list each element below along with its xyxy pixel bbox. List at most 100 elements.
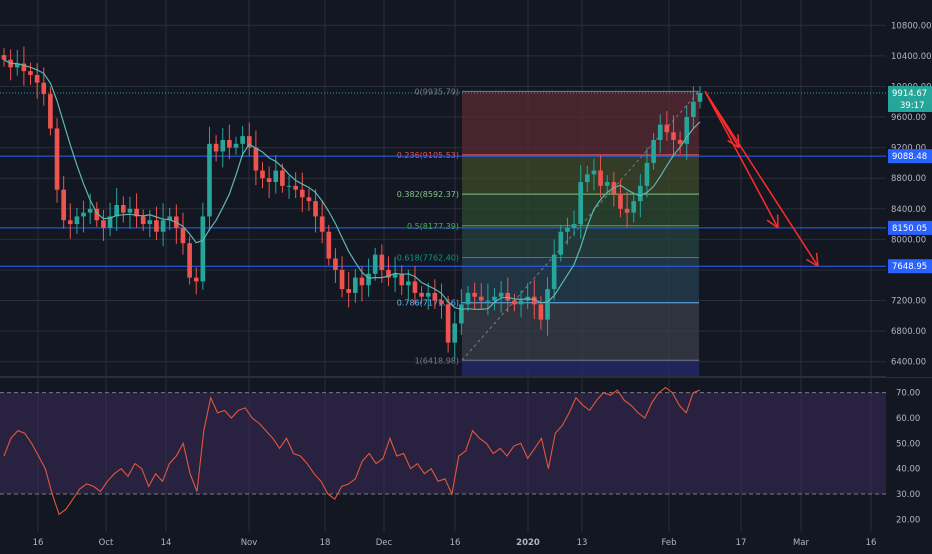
candle-body: [293, 186, 298, 190]
fib-zone: [462, 91, 699, 154]
candle-body: [499, 293, 504, 297]
candle-body: [2, 55, 7, 60]
time-tick-label: 16: [866, 538, 877, 548]
candle-body: [28, 71, 33, 75]
price-tick-label: 8000.00: [891, 235, 926, 245]
candle-body: [48, 94, 53, 128]
candle-body: [691, 102, 696, 117]
candle-body: [194, 278, 199, 282]
candle-body: [373, 255, 378, 274]
time-tick-label: 16: [450, 538, 461, 548]
fib-zone: [462, 258, 699, 303]
candle-body: [605, 182, 610, 186]
candle-body: [141, 216, 146, 224]
candle-body: [300, 190, 305, 198]
candle-body: [207, 144, 212, 217]
candle-body: [459, 304, 464, 323]
candle-body: [121, 205, 126, 213]
time-tick-label: Oct: [99, 538, 114, 548]
candle-body: [346, 289, 351, 293]
price-tick-label: 10400.00: [891, 52, 932, 62]
candle-body: [61, 190, 66, 221]
fib-level-label: 1(6418.98): [415, 356, 459, 365]
candle-body: [340, 270, 345, 289]
candle-body: [55, 129, 60, 190]
current-price-label: 9914.67: [892, 89, 927, 99]
candle-body: [214, 144, 219, 152]
candle-body: [519, 301, 524, 305]
candle-body: [572, 224, 577, 228]
candle-body: [406, 281, 411, 285]
candle-body: [101, 220, 106, 228]
candle-body: [220, 140, 225, 151]
candle-body: [333, 258, 338, 269]
candle-body: [651, 140, 656, 163]
candle-body: [380, 255, 385, 270]
price-tick-label: 6400.00: [891, 358, 926, 368]
candle-body: [287, 186, 292, 187]
candle-body: [41, 83, 46, 94]
fib-level-label: 0.382(8592.37): [397, 190, 459, 199]
candle-body: [492, 297, 497, 301]
candle-body: [439, 301, 444, 305]
candle-body: [307, 197, 312, 201]
candle-body: [254, 148, 259, 171]
fib-level-label: 0.618(7762.40): [397, 254, 459, 263]
candle-body: [671, 132, 676, 140]
price-axis[interactable]: 10800.0010400.0010000.009600.009200.0088…: [886, 0, 932, 377]
candle-body: [353, 278, 358, 293]
candle-body: [75, 216, 80, 224]
candle-body: [81, 213, 86, 217]
candle-body: [280, 171, 285, 186]
candle-body: [148, 220, 153, 224]
hline-price-label: 8150.05: [892, 224, 927, 234]
candle-body: [618, 194, 623, 209]
time-tick-label: Mar: [793, 538, 810, 548]
time-tick-label: 2020: [516, 538, 540, 548]
price-tick-label: 8400.00: [891, 205, 926, 215]
candle-body: [472, 293, 477, 297]
candle-body: [187, 243, 192, 277]
time-tick-label: 16: [33, 538, 44, 548]
candle-body: [592, 171, 597, 175]
candle-body: [267, 178, 272, 182]
candle-body: [320, 216, 325, 231]
fib-level-label: 0.236(9105.53): [397, 151, 459, 160]
candle-body: [446, 304, 451, 342]
rsi-tick-label: 30.00: [896, 490, 920, 500]
candle-body: [645, 163, 650, 186]
candle-body: [486, 301, 491, 302]
price-tick-label: 10800.00: [891, 21, 932, 31]
candle-body: [638, 186, 643, 201]
price-tick-label: 7200.00: [891, 297, 926, 307]
fib-level-label: 0(9935.79): [415, 87, 459, 96]
time-tick-label: Feb: [661, 538, 676, 548]
candle-body: [128, 209, 133, 213]
price-tick-label: 9600.00: [891, 113, 926, 123]
candle-body: [227, 140, 232, 148]
candle-body: [678, 140, 683, 144]
candle-body: [558, 232, 563, 255]
arrow-head: [738, 134, 739, 147]
time-tick-label: 18: [320, 538, 331, 548]
candle-body: [413, 281, 418, 292]
candle-body: [161, 220, 166, 231]
candle-body: [181, 228, 186, 243]
candle-body: [552, 255, 557, 289]
candle-body: [313, 201, 318, 216]
fib-zone: [462, 303, 699, 361]
candle-body: [545, 289, 550, 320]
price-tick-label: 8800.00: [891, 174, 926, 184]
fib-level-label: 0.5(8177.39): [407, 222, 459, 231]
candle-body: [35, 75, 40, 83]
candle-body: [260, 171, 265, 179]
candle-body: [273, 171, 278, 182]
candle-body: [698, 93, 703, 102]
candle-body: [419, 293, 424, 297]
candle-body: [539, 304, 544, 319]
candle-body: [201, 216, 206, 281]
candle-body: [433, 293, 438, 301]
